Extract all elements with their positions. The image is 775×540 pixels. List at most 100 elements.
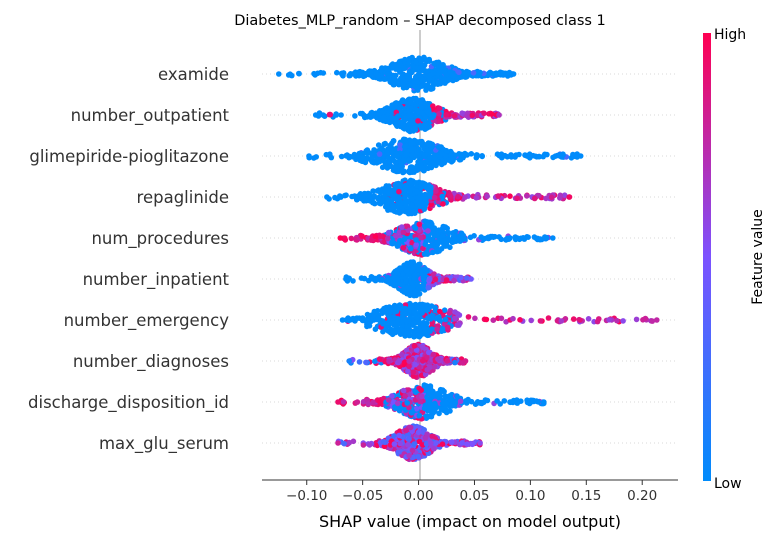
shap-point bbox=[435, 356, 441, 362]
shap-point bbox=[396, 60, 403, 67]
shap-point bbox=[457, 398, 464, 405]
shap-point bbox=[354, 399, 361, 405]
shap-point bbox=[412, 225, 419, 231]
shap-point bbox=[448, 439, 455, 445]
shap-point bbox=[339, 70, 345, 77]
shap-point bbox=[400, 245, 407, 251]
shap-point bbox=[358, 69, 364, 75]
shap-point bbox=[403, 152, 409, 158]
shap-point bbox=[407, 424, 414, 431]
shap-point bbox=[411, 441, 418, 447]
shap-point bbox=[418, 125, 425, 131]
shap-point bbox=[478, 234, 485, 240]
shap-point bbox=[437, 389, 444, 396]
shap-point bbox=[490, 317, 497, 324]
shap-point bbox=[381, 114, 387, 120]
shap-point bbox=[451, 277, 457, 284]
shap-point bbox=[433, 188, 439, 194]
x-axis-ticks: −0.10 −0.05 0.00 0.05 0.10 0.15 0.20 bbox=[286, 480, 657, 504]
shap-point bbox=[394, 164, 400, 170]
shap-point bbox=[548, 194, 555, 201]
shap-point bbox=[409, 447, 416, 454]
shap-point bbox=[413, 237, 419, 243]
shap-point bbox=[379, 276, 385, 283]
shap-point bbox=[531, 195, 538, 202]
shap-point bbox=[370, 188, 376, 194]
shap-point bbox=[400, 387, 407, 394]
shap-point bbox=[396, 432, 403, 439]
shap-point bbox=[457, 156, 464, 163]
shap-point bbox=[458, 274, 464, 281]
shap-point bbox=[417, 398, 423, 405]
shap-point bbox=[350, 278, 356, 284]
shap-point bbox=[447, 192, 453, 198]
chart-title: Diabetes_MLP_random – SHAP decomposed cl… bbox=[234, 13, 606, 29]
shap-point bbox=[385, 229, 392, 236]
shap-point bbox=[452, 359, 458, 366]
shap-point bbox=[412, 361, 418, 368]
shap-point bbox=[544, 235, 550, 241]
shap-point bbox=[503, 237, 509, 243]
shap-point bbox=[410, 332, 417, 339]
shap-point bbox=[596, 316, 602, 322]
shap-point bbox=[439, 233, 446, 239]
shap-point bbox=[436, 105, 443, 112]
shap-point bbox=[432, 400, 438, 407]
shap-point bbox=[428, 201, 435, 208]
shap-point bbox=[406, 358, 413, 365]
shap-point bbox=[528, 317, 534, 324]
shap-point bbox=[376, 200, 383, 206]
shap-point bbox=[416, 328, 423, 334]
shap-point bbox=[397, 237, 403, 244]
shap-point bbox=[483, 316, 490, 323]
shap-point bbox=[422, 326, 428, 332]
shap-point bbox=[414, 333, 421, 339]
shap-point bbox=[388, 198, 395, 204]
shap-point bbox=[405, 325, 412, 331]
feature-label: number_inpatient bbox=[83, 270, 230, 290]
shap-point bbox=[452, 315, 458, 322]
shap-point bbox=[393, 233, 399, 239]
shap-point bbox=[334, 69, 340, 76]
shap-point bbox=[447, 152, 454, 159]
shap-point bbox=[411, 276, 417, 283]
shap-point bbox=[456, 69, 462, 76]
shap-point bbox=[394, 328, 400, 334]
shap-point bbox=[409, 169, 415, 175]
shap-point bbox=[654, 317, 660, 323]
shap-point bbox=[402, 307, 409, 314]
shap-point bbox=[438, 64, 444, 70]
shap-point bbox=[501, 398, 508, 404]
shap-point bbox=[424, 306, 431, 313]
shap-point bbox=[389, 102, 395, 108]
shap-point bbox=[432, 276, 439, 283]
shap-point bbox=[391, 193, 398, 199]
feature-label: num_procedures bbox=[91, 229, 229, 249]
shap-point bbox=[494, 151, 501, 157]
shap-point bbox=[429, 312, 436, 319]
shap-point bbox=[529, 397, 536, 404]
shap-point bbox=[388, 309, 394, 315]
shap-point bbox=[403, 319, 409, 325]
shap-point bbox=[468, 398, 475, 405]
shap-point bbox=[423, 87, 429, 93]
shap-point bbox=[469, 441, 476, 448]
shap-point bbox=[338, 153, 345, 160]
shap-point bbox=[376, 356, 383, 362]
shap-point bbox=[333, 112, 340, 118]
shap-point bbox=[535, 399, 542, 405]
shap-point bbox=[419, 358, 426, 364]
shap-point bbox=[484, 193, 491, 200]
shap-point bbox=[401, 236, 408, 243]
shap-point bbox=[410, 128, 417, 134]
shap-point bbox=[421, 152, 427, 159]
shap-point bbox=[514, 235, 521, 241]
shap-point bbox=[443, 112, 450, 118]
shap-point bbox=[361, 198, 367, 204]
shap-point bbox=[356, 359, 363, 365]
shap-point bbox=[420, 306, 426, 313]
shap-point bbox=[387, 108, 394, 114]
shap-point bbox=[409, 209, 416, 216]
shap-point bbox=[407, 164, 414, 171]
shap-point bbox=[374, 72, 381, 78]
